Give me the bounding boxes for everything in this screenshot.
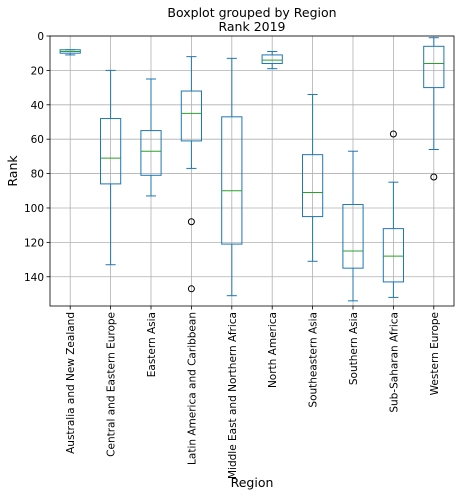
box-group — [140, 78, 162, 197]
box-group — [59, 49, 81, 56]
x-tick-label: Southeastern Asia — [308, 312, 320, 408]
x-tick-label: Sub-Saharan Africa — [388, 312, 400, 413]
x-axis-label: Region — [231, 475, 274, 490]
y-axis-label: Rank — [5, 155, 20, 187]
outlier-point — [187, 218, 195, 226]
y-tick-label: 120 — [24, 237, 44, 249]
box — [423, 45, 445, 89]
y-tick-label: 100 — [24, 203, 44, 215]
box-group — [221, 57, 243, 297]
y-tick-label: 0 — [37, 31, 44, 43]
y-tick-label: 60 — [31, 134, 44, 146]
x-tick-label: Latin America and Caribbean — [186, 312, 198, 465]
plot-frame — [49, 35, 455, 307]
x-tick-label: Western Europe — [429, 312, 441, 395]
x-tick-label: Australia and New Zealand — [65, 312, 77, 454]
box-group — [382, 130, 404, 298]
boxes — [59, 37, 445, 302]
box — [342, 204, 364, 269]
x-ticks: Australia and New Zealand Central and Eas… — [65, 306, 441, 479]
box — [140, 130, 162, 176]
box — [100, 118, 122, 185]
outlier-point — [187, 285, 195, 293]
box-group — [342, 150, 364, 302]
box-group — [261, 50, 283, 70]
box-group — [100, 69, 122, 266]
box-group — [302, 93, 324, 262]
y-ticks: 0 20 40 60 80 100 120 140 — [24, 31, 50, 284]
box — [221, 116, 243, 245]
x-tick-label: Southern Asia — [348, 312, 360, 385]
box — [302, 154, 324, 218]
outlier-point — [430, 173, 438, 181]
x-tick-label: Middle East and Northern Africa — [227, 312, 239, 479]
chart-title: Rank 2019 — [218, 19, 285, 34]
grid — [50, 35, 454, 306]
x-tick-label: Eastern Asia — [146, 312, 158, 377]
x-tick-label: North America — [267, 312, 279, 388]
y-tick-label: 80 — [31, 169, 44, 181]
box-group — [180, 56, 203, 293]
box-group — [423, 37, 445, 181]
y-tick-label: 40 — [31, 100, 44, 112]
box — [261, 54, 283, 65]
y-tick-label: 20 — [31, 65, 44, 77]
chart-suptitle: Boxplot grouped by Region — [167, 5, 336, 20]
box — [180, 90, 203, 142]
outlier-point — [389, 130, 397, 138]
y-tick-label: 140 — [24, 272, 44, 284]
box — [382, 228, 404, 283]
x-tick-label: Central and Eastern Europe — [106, 312, 118, 457]
